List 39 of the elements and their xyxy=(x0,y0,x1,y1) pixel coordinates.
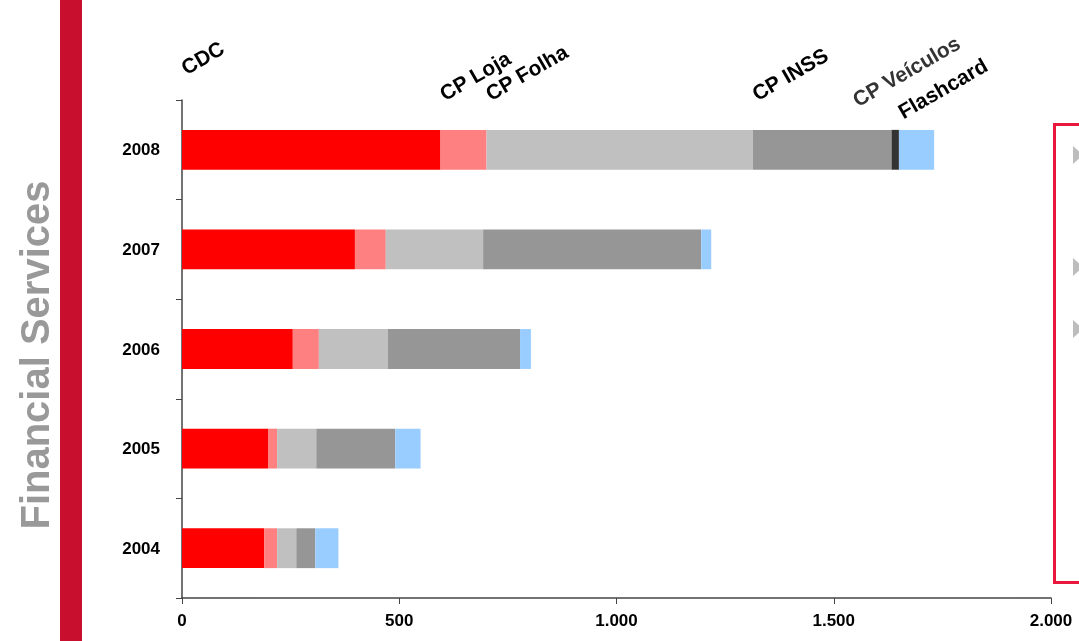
bar xyxy=(296,528,316,569)
bar xyxy=(182,428,269,469)
x-tick-label: 500 xyxy=(385,611,414,630)
y-tick-label: 2004 xyxy=(122,538,161,558)
y-tick-label: 2005 xyxy=(122,439,160,459)
bar xyxy=(264,528,278,569)
bar xyxy=(268,428,278,469)
bar xyxy=(395,428,421,469)
bar xyxy=(483,229,702,270)
x-tick-label: 0 xyxy=(177,611,187,630)
bar xyxy=(277,528,297,569)
bar xyxy=(315,528,339,569)
bar xyxy=(440,129,487,170)
text: CP INSS xyxy=(747,43,832,105)
y-tick-label: 2006 xyxy=(122,339,160,359)
bar xyxy=(486,129,753,170)
bar xyxy=(292,329,319,369)
bar xyxy=(385,229,484,270)
x-tick-label: 1.000 xyxy=(595,611,638,630)
y-tick-label: 2008 xyxy=(122,140,160,160)
bar xyxy=(752,129,892,170)
bar xyxy=(182,329,293,369)
bar xyxy=(316,428,396,469)
bar xyxy=(318,329,388,369)
bar xyxy=(277,428,317,469)
bar xyxy=(182,129,441,170)
y-tick-label: 2007 xyxy=(122,239,160,259)
bar xyxy=(182,528,265,569)
bar xyxy=(182,229,355,270)
bar xyxy=(387,329,521,369)
x-tick-label: 1.500 xyxy=(812,611,856,630)
text: CDC xyxy=(177,36,228,79)
x-tick-label: 2.000 xyxy=(1029,611,1073,630)
bar xyxy=(891,129,899,170)
bar xyxy=(701,229,712,270)
text: Financial Services xyxy=(12,180,58,530)
bar xyxy=(898,129,935,170)
bar xyxy=(354,229,386,270)
bar xyxy=(520,329,531,369)
